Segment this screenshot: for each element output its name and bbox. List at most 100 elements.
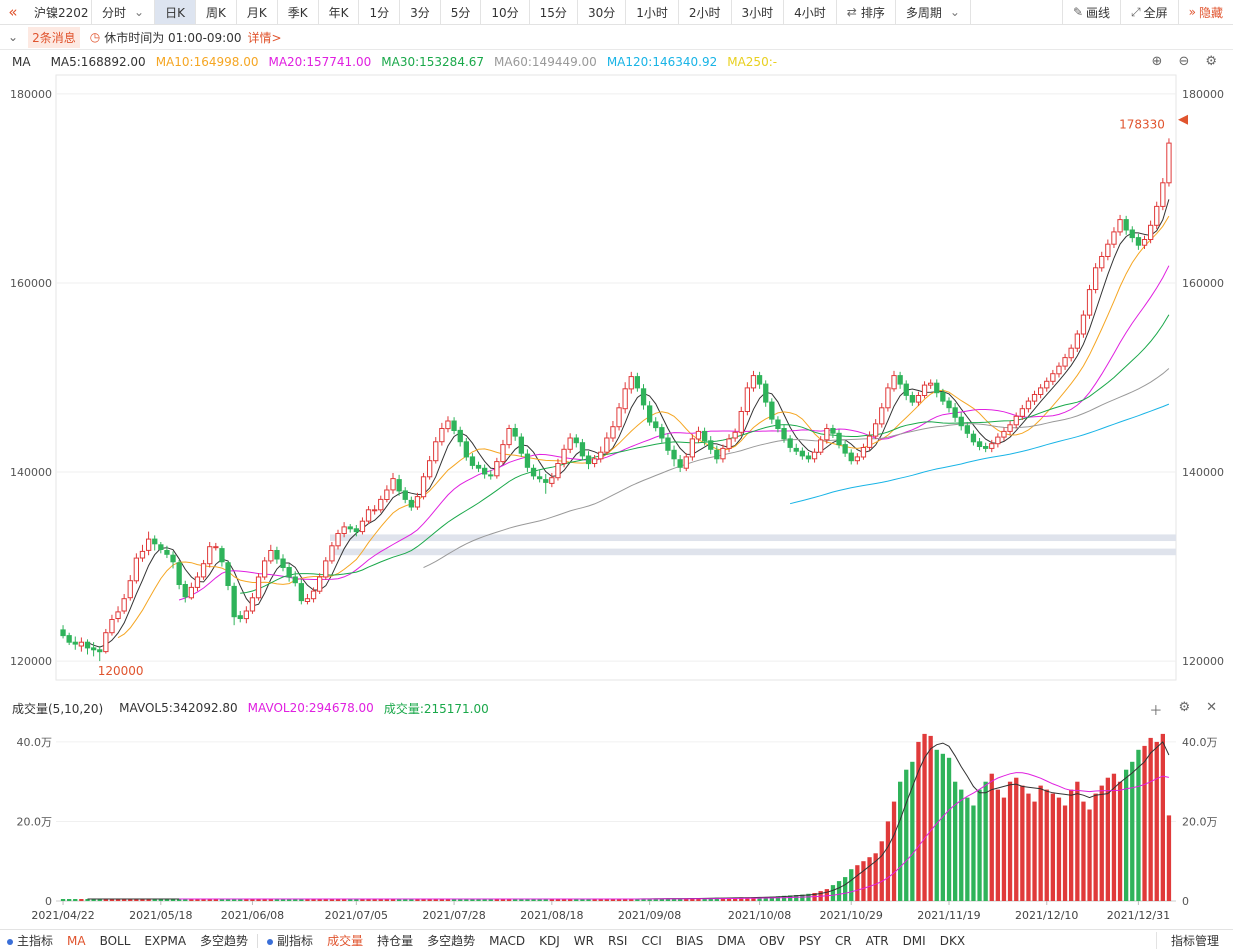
multi-period-button[interactable]: 多周期 ⌄ xyxy=(896,0,971,24)
candle xyxy=(1135,237,1142,246)
indicator-ma[interactable]: MA xyxy=(67,933,86,948)
volume-bar xyxy=(549,899,554,901)
volume-bar xyxy=(653,898,658,901)
volume-bar xyxy=(849,869,854,901)
period-button-3h[interactable]: 3小时 xyxy=(732,0,785,24)
plus-icon[interactable]: ＋ xyxy=(1149,704,1163,719)
ma30-legend: MA30:153284.67 xyxy=(381,55,485,69)
period-button-15min[interactable]: 15分 xyxy=(530,0,578,24)
period-button-intraday[interactable]: 分时 ⌄ xyxy=(92,0,156,24)
volume-bar xyxy=(305,899,310,901)
price-plot-frame xyxy=(55,74,1177,681)
candle xyxy=(763,383,769,403)
volume-y-tick-right: 40.0万 xyxy=(1182,736,1218,749)
double-chevron-right-icon: » xyxy=(1188,5,1196,19)
volume-bar xyxy=(745,897,750,901)
indicator-atr[interactable]: ATR xyxy=(865,933,889,948)
indicator-cr[interactable]: CR xyxy=(834,933,852,948)
indicator-bias[interactable]: BIAS xyxy=(675,933,704,948)
indicator-volume[interactable]: 成交量 xyxy=(327,934,364,948)
indicator-boll[interactable]: BOLL xyxy=(99,933,131,948)
hide-label: 隐藏 xyxy=(1198,5,1223,20)
candle xyxy=(903,383,909,396)
indicator-dkx[interactable]: DKX xyxy=(939,933,966,948)
ma20-legend: MA20:157741.00 xyxy=(268,55,372,69)
message-badge[interactable]: 2条消息 xyxy=(28,26,80,48)
hide-button[interactable]: » 隐藏 xyxy=(1177,0,1233,24)
indicator-trend-main[interactable]: 多空趋势 xyxy=(200,934,249,948)
volume-bar xyxy=(726,897,732,901)
candle xyxy=(384,489,390,500)
collapse-chevron-icon[interactable]: ⌄ xyxy=(8,30,19,44)
candle xyxy=(237,615,243,620)
volume-bar xyxy=(293,899,298,901)
sort-button[interactable]: ⇄ 排序 xyxy=(837,0,896,24)
divider xyxy=(257,933,259,948)
zoom-out-icon[interactable]: ⊖ xyxy=(1178,54,1190,69)
details-link[interactable]: 详情> xyxy=(247,30,282,45)
indicator-macd[interactable]: MACD xyxy=(489,933,526,948)
indicator-obv[interactable]: OBV xyxy=(759,933,785,948)
period-button-1h[interactable]: 1小时 xyxy=(626,0,679,24)
period-button-daily[interactable]: 日K xyxy=(155,0,196,24)
candle xyxy=(848,452,854,462)
candle xyxy=(329,545,335,562)
candle xyxy=(213,546,219,549)
period-button-quarterly[interactable]: 季K xyxy=(278,0,319,24)
volume-bar xyxy=(769,896,774,901)
period-button-yearly[interactable]: 年K xyxy=(319,0,360,24)
ma-legend-name[interactable]: MA xyxy=(12,55,31,69)
period-button-monthly[interactable]: 月K xyxy=(237,0,278,24)
volume-chart[interactable]: 0 0 20.0万 20.0万 40.0万 40.0万 2021/04/22 2021/05/… xyxy=(0,720,1233,928)
candle xyxy=(243,610,249,620)
candle xyxy=(292,576,298,584)
indicator-rsi[interactable]: RSI xyxy=(607,933,628,948)
gear-icon[interactable]: ⚙ xyxy=(1205,54,1217,69)
period-button-2h[interactable]: 2小时 xyxy=(679,0,732,24)
indicator-manage-button[interactable]: 指标管理 xyxy=(1155,932,1233,949)
candle xyxy=(1117,219,1123,233)
indicator-wr[interactable]: WR xyxy=(573,933,594,948)
indicator-psy[interactable]: PSY xyxy=(798,933,821,948)
indicator-kdj[interactable]: KDJ xyxy=(539,933,560,948)
candle xyxy=(793,447,799,452)
period-button-weekly[interactable]: 周K xyxy=(196,0,237,24)
volume-bar xyxy=(959,789,964,901)
close-icon[interactable]: ✕ xyxy=(1206,700,1217,715)
candle xyxy=(249,597,256,612)
indicator-cci[interactable]: CCI xyxy=(641,933,662,948)
period-button-10min[interactable]: 10分 xyxy=(481,0,530,24)
volume-bar xyxy=(855,865,860,901)
symbol-selector[interactable]: 沪镍2202 xyxy=(26,0,92,24)
period-button-1min[interactable]: 1分 xyxy=(359,0,401,24)
indicator-expma[interactable]: EXPMA xyxy=(144,933,187,948)
double-chevron-left-icon[interactable]: « xyxy=(8,3,18,21)
price-chart[interactable]: 120000 120000 140000 140000 160000 160000 1800… xyxy=(0,74,1233,694)
main-indicator-text: 主指标 xyxy=(17,934,54,948)
candle xyxy=(738,411,744,433)
gear-icon[interactable]: ⚙ xyxy=(1178,700,1191,715)
candle xyxy=(726,438,732,449)
indicator-trend-sub[interactable]: 多空趋势 xyxy=(427,934,476,948)
volume-y-tick-right: 20.0万 xyxy=(1182,815,1218,828)
y-tick-label-left: 140000 xyxy=(10,466,52,479)
zoom-in-icon[interactable]: ⊕ xyxy=(1151,54,1163,69)
candle xyxy=(1031,394,1038,402)
period-button-3min[interactable]: 3分 xyxy=(400,0,441,24)
fullscreen-button[interactable]: ⤢ 全屏 xyxy=(1120,0,1178,24)
candle xyxy=(952,407,958,418)
volume-legend-name[interactable]: 成交量(5,10,20) xyxy=(12,701,104,716)
indicator-open-interest[interactable]: 持仓量 xyxy=(377,934,414,948)
indicator-dma[interactable]: DMA xyxy=(717,933,746,948)
candle xyxy=(824,428,830,441)
period-button-30min[interactable]: 30分 xyxy=(578,0,627,24)
period-button-4h[interactable]: 4小时 xyxy=(784,0,837,24)
period-button-5min[interactable]: 5分 xyxy=(441,0,482,24)
indicator-dmi[interactable]: DMI xyxy=(902,933,926,948)
candle xyxy=(549,477,555,484)
candle xyxy=(940,392,946,402)
y-tick-label-right: 160000 xyxy=(1182,277,1224,290)
volume-bar xyxy=(794,895,799,901)
candle xyxy=(170,554,176,563)
draw-line-button[interactable]: ✎ 画线 xyxy=(1061,0,1120,24)
